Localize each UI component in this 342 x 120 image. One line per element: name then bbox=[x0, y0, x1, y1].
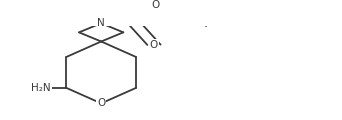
Text: O: O bbox=[152, 0, 160, 10]
Text: O: O bbox=[150, 40, 158, 50]
Text: N: N bbox=[97, 18, 105, 28]
Text: O: O bbox=[97, 98, 105, 108]
Text: H₂N: H₂N bbox=[31, 83, 51, 93]
